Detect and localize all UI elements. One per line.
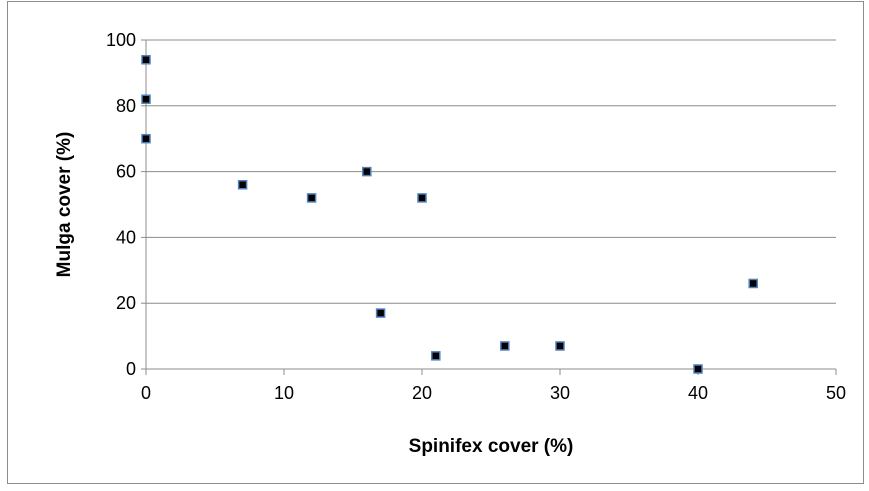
data-point-4 (306, 193, 317, 203)
x-tick-label-5: 50 (826, 383, 846, 403)
x-tick-label-4: 40 (688, 383, 708, 403)
data-point-0 (141, 54, 151, 65)
x-axis-title: Spinifex cover (%) (409, 436, 574, 457)
y-axis-title: Mulga cover (%) (54, 132, 75, 278)
y-tick-label-0: 0 (126, 359, 136, 379)
data-point-11 (693, 364, 703, 374)
x-tick-label-3: 30 (550, 383, 570, 403)
data-point-10 (555, 341, 565, 351)
data-point-12 (748, 278, 758, 289)
x-tick-label-0: 0 (141, 383, 151, 403)
y-tick-label-4: 80 (116, 96, 136, 116)
y-tick-label-1: 20 (116, 293, 136, 313)
data-point-2 (141, 133, 151, 144)
x-tick-label-1: 10 (274, 383, 294, 403)
data-point-7 (417, 193, 427, 203)
data-point-3 (237, 180, 248, 190)
data-point-9 (500, 341, 510, 351)
data-points (141, 54, 758, 374)
data-point-5 (362, 166, 372, 177)
chart-border (7, 1, 864, 484)
y-tick-label-5: 100 (106, 30, 136, 50)
data-point-6 (375, 308, 386, 318)
x-tick-labels: 0 10 20 30 40 50 (141, 383, 846, 403)
data-point-8 (431, 351, 441, 361)
gridlines (146, 39, 836, 304)
y-tick-label-3: 60 (116, 162, 136, 182)
x-tick-label-2: 20 (412, 383, 432, 403)
y-tick-label-2: 40 (116, 227, 136, 247)
data-point-1 (141, 94, 151, 104)
y-tick-labels: 0 20 40 60 80 100 (106, 30, 136, 379)
